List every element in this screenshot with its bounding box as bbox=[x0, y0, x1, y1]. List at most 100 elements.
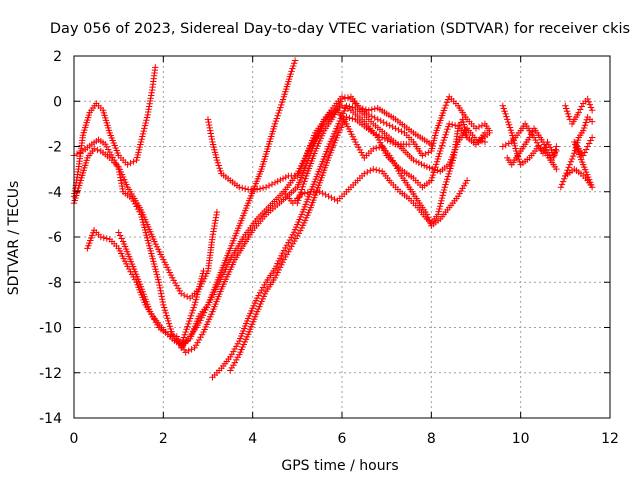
data-point bbox=[481, 129, 489, 137]
data-point bbox=[164, 315, 171, 322]
data-point bbox=[278, 98, 286, 106]
data-point bbox=[436, 203, 444, 210]
x-tick-labels: 0 2 4 6 8 10 12 bbox=[70, 431, 619, 447]
data-point bbox=[103, 143, 110, 151]
data-point bbox=[112, 159, 119, 167]
data-point bbox=[214, 159, 222, 166]
data-point bbox=[456, 122, 463, 129]
data-point bbox=[410, 156, 417, 164]
data-point bbox=[131, 200, 139, 208]
data-point bbox=[272, 117, 280, 125]
data-point bbox=[231, 359, 238, 366]
data-point bbox=[130, 197, 137, 205]
data-point bbox=[128, 195, 136, 202]
data-point bbox=[588, 134, 596, 141]
data-point bbox=[373, 144, 380, 152]
data-point bbox=[578, 103, 585, 110]
data-point bbox=[581, 149, 588, 156]
data-point bbox=[178, 290, 185, 297]
data-point bbox=[316, 188, 323, 195]
data-point bbox=[440, 186, 448, 194]
data-point bbox=[395, 126, 402, 134]
data-point bbox=[294, 232, 301, 240]
data-point bbox=[550, 152, 558, 159]
data-point bbox=[387, 154, 395, 162]
data-point bbox=[349, 115, 356, 122]
data-point bbox=[280, 256, 288, 263]
data-point bbox=[581, 122, 589, 129]
data-point bbox=[355, 144, 362, 151]
data-point bbox=[285, 248, 292, 255]
data-point bbox=[230, 348, 237, 355]
data-point bbox=[185, 347, 192, 355]
data-point bbox=[442, 102, 450, 109]
series-12 bbox=[499, 120, 560, 159]
data-point bbox=[187, 312, 195, 319]
data-point bbox=[456, 190, 463, 197]
data-point bbox=[278, 101, 285, 109]
data-point bbox=[368, 106, 375, 113]
data-point bbox=[256, 185, 264, 192]
data-point bbox=[502, 141, 509, 149]
data-point bbox=[157, 290, 165, 297]
data-point bbox=[434, 155, 442, 163]
data-point bbox=[127, 159, 134, 167]
data-point bbox=[265, 182, 273, 189]
data-point bbox=[575, 109, 582, 116]
data-point bbox=[580, 127, 587, 134]
data-point bbox=[434, 167, 441, 174]
data-point bbox=[561, 175, 568, 182]
data-point bbox=[331, 196, 338, 203]
data-point bbox=[463, 177, 471, 184]
data-point bbox=[434, 211, 442, 218]
data-point bbox=[341, 95, 349, 102]
data-point bbox=[182, 328, 189, 336]
data-points bbox=[70, 57, 596, 381]
data-point bbox=[279, 175, 287, 182]
data-point bbox=[418, 160, 425, 168]
data-point bbox=[425, 149, 432, 156]
data-point bbox=[446, 167, 453, 175]
data-point bbox=[152, 319, 160, 326]
data-point bbox=[435, 153, 442, 160]
data-point bbox=[443, 128, 450, 136]
data-point bbox=[117, 177, 125, 184]
data-point bbox=[422, 150, 429, 158]
data-point bbox=[344, 94, 352, 101]
data-point bbox=[447, 165, 454, 172]
data-point bbox=[276, 107, 283, 114]
data-point bbox=[111, 156, 118, 164]
data-point bbox=[143, 114, 151, 121]
data-point bbox=[439, 139, 447, 147]
data-point bbox=[387, 138, 394, 145]
data-point bbox=[475, 123, 483, 131]
data-point bbox=[261, 281, 268, 289]
data-point bbox=[175, 335, 182, 343]
data-point bbox=[443, 178, 450, 186]
data-point bbox=[505, 140, 512, 147]
data-point bbox=[419, 152, 426, 159]
data-point bbox=[108, 151, 115, 158]
data-point bbox=[398, 128, 405, 135]
data-point bbox=[253, 294, 261, 302]
data-point bbox=[437, 145, 445, 152]
data-point bbox=[346, 114, 353, 122]
data-point bbox=[163, 312, 170, 319]
chart-title: Day 056 of 2023, Sidereal Day-to-day VTE… bbox=[50, 21, 630, 37]
data-point bbox=[586, 101, 594, 108]
data-point bbox=[137, 138, 145, 146]
data-point bbox=[192, 342, 200, 349]
data-point bbox=[290, 62, 297, 70]
data-point bbox=[343, 102, 350, 109]
data-point bbox=[533, 139, 541, 146]
data-point bbox=[301, 178, 308, 185]
series-10 bbox=[294, 93, 493, 207]
data-point bbox=[234, 354, 241, 361]
data-point bbox=[175, 285, 182, 292]
data-point bbox=[304, 189, 311, 196]
data-point bbox=[448, 162, 455, 170]
data-point bbox=[563, 169, 570, 177]
data-point bbox=[486, 127, 493, 134]
data-point bbox=[118, 235, 125, 242]
